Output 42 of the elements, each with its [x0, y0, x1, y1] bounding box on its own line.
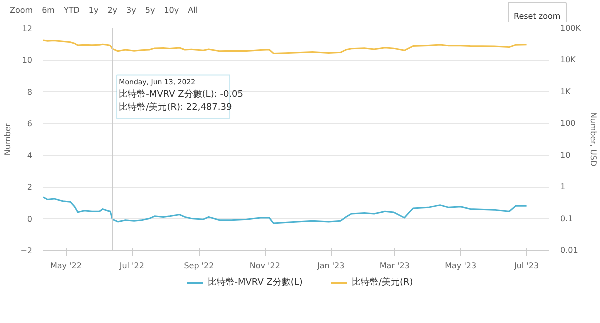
text: 6m: [42, 6, 55, 15]
text: 2y: [108, 6, 118, 15]
y2-tick-label: 1K: [560, 87, 572, 96]
line-series: [44, 40, 528, 54]
text: Zoom: [10, 6, 34, 15]
text: Reset zoom: [514, 12, 561, 21]
y-tick-label: 4: [27, 151, 33, 160]
text: 10y: [164, 6, 180, 15]
y2-tick-label: 1: [560, 182, 566, 192]
y2-tick-label: 100K: [560, 24, 582, 33]
x-tick-label: Jul '22: [118, 262, 144, 270]
text: 1y: [88, 6, 99, 15]
y2-tick-label: 0.1: [560, 214, 574, 224]
annotation: 比特幣/美元(R): 22,487.39: [119, 102, 232, 113]
y-tick-label: 12: [22, 24, 33, 34]
annotation: 比特幣-MVRV Z分數(L): -0.05: [119, 89, 244, 100]
x-tick-label: May '22: [50, 262, 82, 270]
text: 5y: [145, 6, 156, 15]
y-tick-label: −2: [20, 246, 33, 256]
y-tick-label: 8: [27, 88, 33, 97]
x-tick-label: Jan '23: [316, 262, 345, 270]
x-tick-label: Nov '22: [250, 262, 280, 270]
legend-label: 比特幣-MVRV Z分數(L): [206, 278, 303, 288]
y2-tick-label: 10K: [560, 56, 577, 65]
x-tick-label: Jul '23: [514, 262, 540, 270]
text: 3y: [126, 6, 136, 15]
y-axis-title: Number: [4, 122, 13, 156]
y-tick-label: 6: [27, 120, 33, 129]
y2-tick-label: 10: [560, 150, 571, 160]
y2-axis-title: Number, USD: [589, 112, 598, 167]
y-tick-label: 10: [22, 56, 33, 66]
y2-tick-label: 100: [560, 119, 576, 128]
y-tick-label: 0: [27, 214, 33, 224]
text: All: [188, 6, 198, 15]
y2-tick-label: 0.01: [560, 246, 578, 255]
x-tick-label: Mar '23: [380, 262, 410, 270]
text: YTD: [64, 6, 80, 15]
x-tick-label: Sep '22: [184, 262, 214, 270]
legend-label: 比特幣/美元(R): [350, 278, 414, 288]
x-tick-label: May '23: [445, 262, 477, 270]
line-series: [44, 196, 528, 224]
y-tick-label: 2: [27, 183, 33, 192]
